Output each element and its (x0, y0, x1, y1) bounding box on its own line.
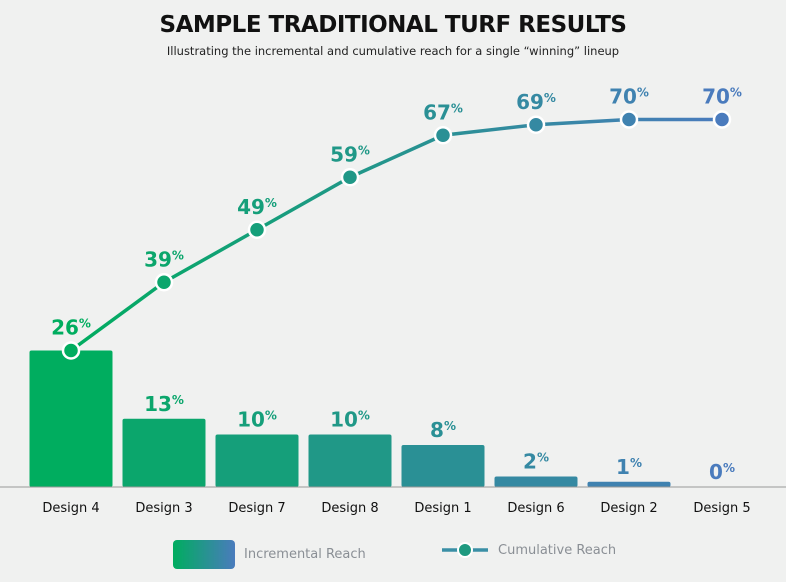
cumulative-point (712, 110, 732, 129)
cumulative-point (154, 273, 174, 292)
bar-value-label: 10% (237, 408, 277, 432)
cumulative-value-label: 70% (702, 85, 742, 109)
legend-label: Cumulative Reach (498, 542, 617, 558)
bar-value-label: 0% (709, 460, 735, 484)
bar-design-6 (494, 476, 578, 487)
legend-swatch-bar (173, 540, 235, 569)
x-tick-label: Design 2 (600, 501, 657, 516)
cumulative-value-label: 39% (144, 247, 184, 271)
bar-value-label: 10% (330, 408, 370, 432)
legend-swatch-line (442, 542, 488, 558)
x-tick-label: Design 6 (507, 501, 564, 516)
bar-value-label: 2% (523, 450, 549, 474)
bar-value-label: 1% (616, 455, 642, 479)
x-tick-label: Design 5 (693, 501, 750, 516)
bar-design-1 (401, 445, 485, 487)
x-tick-label: Design 4 (42, 501, 99, 516)
bar-design-2 (587, 481, 671, 487)
x-tick-label: Design 1 (414, 501, 471, 516)
x-tick-label: Design 7 (228, 501, 285, 516)
cumulative-point (619, 110, 639, 129)
bar-design-8 (308, 434, 392, 487)
x-tick-label: Design 8 (321, 501, 378, 516)
bar-design-4 (29, 350, 113, 487)
cumulative-value-label: 70% (609, 85, 649, 109)
legend-item-incremental: Incremental Reach (173, 540, 366, 569)
legend-label: Incremental Reach (244, 547, 366, 562)
cumulative-value-label: 69% (516, 90, 556, 114)
cumulative-value-label: 49% (237, 195, 277, 219)
cumulative-value-label: 26% (51, 316, 91, 340)
bar-design-3 (122, 418, 206, 487)
x-tick-label: Design 3 (135, 501, 192, 516)
bar-value-label: 8% (430, 418, 456, 442)
cumulative-point (433, 126, 453, 145)
cumulative-value-label: 59% (330, 142, 370, 166)
bar-value-label: 13% (144, 392, 184, 416)
cumulative-point (340, 168, 360, 187)
cumulative-point (61, 341, 81, 360)
legend-item-cumulative: Cumulative Reach (440, 540, 616, 560)
cumulative-value-label: 67% (423, 100, 463, 124)
cumulative-line (69, 117, 722, 352)
cumulative-point (526, 115, 546, 134)
bar-design-7 (215, 434, 299, 487)
chart-title: SAMPLE TRADITIONAL TURF RESULTS (159, 12, 627, 38)
cumulative-point (247, 220, 267, 239)
chart-subtitle: Illustrating the incremental and cumulat… (166, 44, 620, 58)
